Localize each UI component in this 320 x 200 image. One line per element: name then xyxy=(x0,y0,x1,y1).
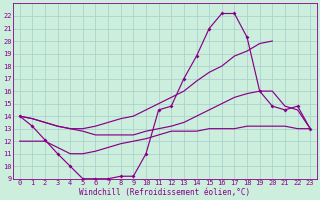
X-axis label: Windchill (Refroidissement éolien,°C): Windchill (Refroidissement éolien,°C) xyxy=(79,188,251,197)
